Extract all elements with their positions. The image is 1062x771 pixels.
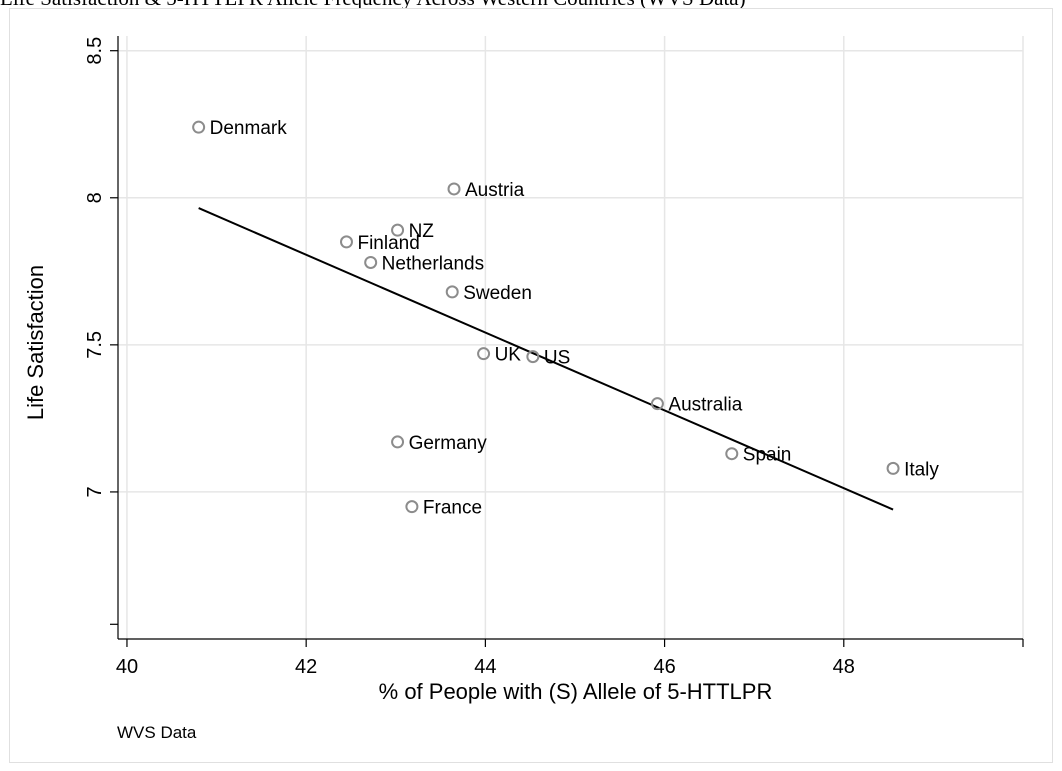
x-tick-label: 42 [295, 656, 317, 678]
data-point-label: Australia [668, 395, 742, 416]
x-tick-label: 40 [116, 656, 138, 678]
x-axis-title: % of People with (S) Allele of 5-HTTLPR [379, 679, 773, 704]
data-point-label: Finland [357, 233, 419, 254]
chart-frame: 40 42 44 46 48 7 7.5 8 8.5 % of People with (S) A… [9, 8, 1053, 763]
fit-line [198, 207, 894, 511]
y-tick-label: 8 [84, 192, 106, 203]
x-tick-label: 44 [474, 656, 496, 678]
y-tick-label: 7 [84, 486, 106, 497]
data-point [477, 347, 491, 361]
data-point-label: US [544, 348, 570, 369]
data-point [391, 435, 405, 449]
data-point-label: Netherlands [382, 253, 484, 274]
data-point-label: Germany [409, 433, 488, 454]
data-point [445, 285, 459, 299]
data-point-label: UK [495, 345, 522, 366]
data-point [725, 447, 739, 461]
y-tick-label: 8.5 [84, 37, 106, 65]
data-point-label: Sweden [463, 283, 532, 304]
data-point-label: Spain [743, 445, 792, 466]
data-point [526, 350, 540, 364]
data-point [364, 255, 378, 269]
x-tick-label: 48 [833, 656, 855, 678]
y-tick-label: 7.5 [84, 331, 106, 359]
data-point [650, 397, 664, 411]
chart-background [9, 8, 1053, 763]
y-axis-title: Life Satisfaction [23, 265, 48, 420]
data-point-label: Austria [465, 180, 525, 201]
scatter-chart: 40 42 44 46 48 7 7.5 8 8.5 % of People with (S) A… [9, 8, 1053, 763]
data-point-label: France [423, 498, 482, 519]
figure-caption: Life Satisfaction & 5-HTTLPR Allele Freq… [0, 0, 746, 11]
data-point [405, 500, 419, 514]
data-point [886, 461, 900, 475]
data-point [339, 235, 353, 249]
data-point-label: NZ [409, 221, 435, 242]
chart-note: WVS Data [117, 723, 197, 742]
data-point [447, 182, 461, 196]
data-point-label: Italy [904, 459, 939, 480]
data-point [391, 223, 405, 237]
x-tick-label: 46 [653, 656, 675, 678]
data-point [192, 120, 206, 134]
data-point-label: Denmark [210, 118, 288, 139]
